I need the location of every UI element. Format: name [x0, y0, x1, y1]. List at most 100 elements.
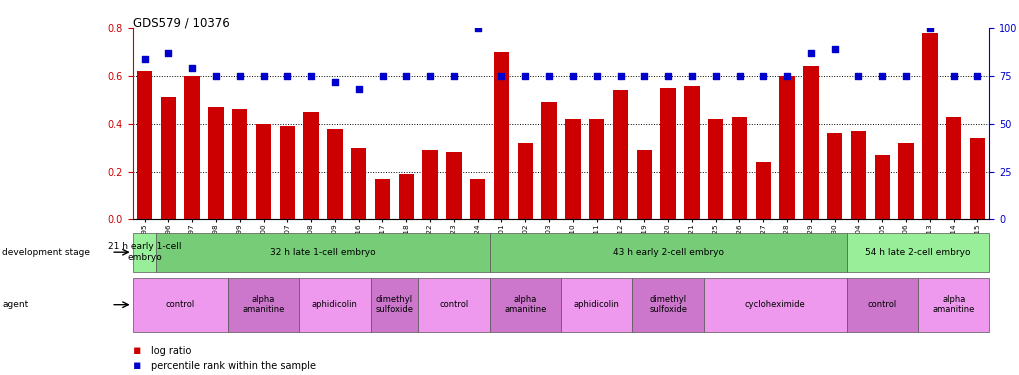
- Point: [493, 73, 510, 79]
- Bar: [898, 143, 913, 219]
- Bar: [327, 129, 342, 219]
- Text: alpha
amanitine: alpha amanitine: [243, 295, 284, 314]
- Point: [683, 73, 699, 79]
- Bar: [779, 76, 794, 219]
- Bar: [707, 119, 722, 219]
- Bar: [132, 278, 227, 332]
- Bar: [137, 71, 152, 219]
- Bar: [208, 107, 223, 219]
- Bar: [703, 278, 846, 332]
- Bar: [850, 131, 865, 219]
- Bar: [802, 66, 818, 219]
- Point: [873, 73, 890, 79]
- Point: [208, 73, 224, 79]
- Bar: [370, 278, 418, 332]
- Bar: [945, 117, 961, 219]
- Bar: [132, 232, 156, 272]
- Point: [183, 65, 200, 71]
- Point: [707, 73, 723, 79]
- Point: [255, 73, 271, 79]
- Point: [517, 73, 533, 79]
- Bar: [560, 278, 632, 332]
- Bar: [422, 150, 437, 219]
- Point: [351, 86, 367, 92]
- Bar: [299, 278, 370, 332]
- Text: 43 h early 2-cell embryo: 43 h early 2-cell embryo: [612, 248, 722, 256]
- Bar: [588, 119, 604, 219]
- Bar: [612, 90, 628, 219]
- Bar: [632, 278, 703, 332]
- Bar: [156, 232, 489, 272]
- Bar: [493, 52, 508, 219]
- Text: dimethyl
sulfoxide: dimethyl sulfoxide: [648, 295, 687, 314]
- Text: agent: agent: [2, 300, 29, 309]
- Point: [422, 73, 438, 79]
- Point: [754, 73, 770, 79]
- Text: percentile rank within the sample: percentile rank within the sample: [151, 361, 316, 370]
- Bar: [846, 278, 917, 332]
- Bar: [418, 278, 489, 332]
- Text: cycloheximide: cycloheximide: [744, 300, 805, 309]
- Bar: [279, 126, 294, 219]
- Text: control: control: [439, 300, 468, 309]
- Text: 54 h late 2-cell embryo: 54 h late 2-cell embryo: [864, 248, 970, 256]
- Point: [588, 73, 604, 79]
- Text: dimethyl
sulfoxide: dimethyl sulfoxide: [375, 295, 413, 314]
- Bar: [659, 88, 676, 219]
- Point: [779, 73, 795, 79]
- Point: [802, 50, 818, 56]
- Point: [279, 73, 296, 79]
- Bar: [374, 179, 390, 219]
- Point: [231, 73, 248, 79]
- Text: 21 h early 1-cell
embryо: 21 h early 1-cell embryо: [108, 243, 181, 262]
- Point: [659, 73, 676, 79]
- Bar: [398, 174, 414, 219]
- Bar: [227, 278, 299, 332]
- Text: 32 h late 1-cell embryo: 32 h late 1-cell embryo: [270, 248, 375, 256]
- Bar: [826, 134, 842, 219]
- Text: log ratio: log ratio: [151, 346, 192, 355]
- Bar: [489, 232, 846, 272]
- Point: [945, 73, 961, 79]
- Text: ▪: ▪: [132, 344, 141, 357]
- Bar: [303, 112, 319, 219]
- Bar: [873, 155, 890, 219]
- Point: [850, 73, 866, 79]
- Point: [445, 73, 462, 79]
- Bar: [351, 148, 366, 219]
- Bar: [470, 179, 485, 219]
- Text: development stage: development stage: [2, 248, 90, 256]
- Bar: [256, 124, 271, 219]
- Text: alpha
amanitine: alpha amanitine: [931, 295, 974, 314]
- Bar: [160, 98, 176, 219]
- Bar: [231, 110, 248, 219]
- Text: alpha
amanitine: alpha amanitine: [503, 295, 546, 314]
- Bar: [917, 278, 988, 332]
- Bar: [846, 232, 988, 272]
- Point: [565, 73, 581, 79]
- Point: [611, 73, 628, 79]
- Point: [469, 25, 485, 31]
- Text: GDS579 / 10376: GDS579 / 10376: [132, 17, 229, 30]
- Bar: [489, 278, 560, 332]
- Text: aphidicolin: aphidicolin: [312, 300, 358, 309]
- Point: [540, 73, 556, 79]
- Bar: [184, 76, 200, 219]
- Bar: [731, 117, 747, 219]
- Bar: [636, 150, 651, 219]
- Bar: [517, 143, 533, 219]
- Text: ▪: ▪: [132, 359, 141, 372]
- Point: [303, 73, 319, 79]
- Point: [397, 73, 414, 79]
- Point: [160, 50, 176, 56]
- Bar: [565, 119, 580, 219]
- Point: [326, 79, 342, 85]
- Point: [636, 73, 652, 79]
- Point: [137, 56, 153, 62]
- Bar: [969, 138, 984, 219]
- Bar: [921, 33, 936, 219]
- Bar: [541, 102, 556, 219]
- Bar: [755, 162, 770, 219]
- Point: [897, 73, 913, 79]
- Point: [921, 25, 937, 31]
